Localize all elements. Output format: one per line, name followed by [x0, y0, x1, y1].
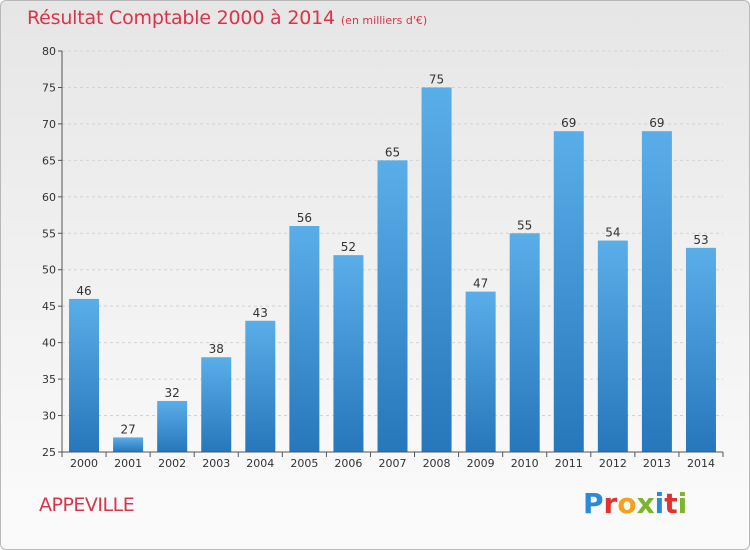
bar: [641, 131, 672, 452]
x-tick-label: 2014: [687, 457, 715, 470]
bar: [465, 291, 496, 452]
x-tick-label: 2013: [643, 457, 671, 470]
x-tick-label: 2007: [379, 457, 407, 470]
data-label: 38: [209, 342, 224, 356]
x-tick-label: 2008: [423, 457, 451, 470]
bar: [201, 357, 232, 452]
commune-name: APPEVILLE: [39, 494, 135, 516]
brand-letter: i: [677, 487, 688, 520]
bar: [509, 233, 540, 452]
chart-title: Résultat Comptable 2000 à 2014 (en millie…: [27, 7, 427, 29]
y-tick-label: 65: [42, 154, 56, 167]
data-label: 69: [561, 116, 576, 130]
axis-layer: 25 30 35 40 45 50 55 60 65 70 75 80 2000 2001 2002 2003…: [42, 45, 724, 470]
brand-letter: P: [583, 487, 604, 520]
data-label: 47: [473, 277, 488, 291]
bar: [69, 298, 100, 452]
brand-letter: i: [654, 487, 665, 520]
data-label: 52: [341, 240, 356, 254]
brand-letter: r: [603, 487, 618, 520]
x-tick-label: 2011: [555, 457, 583, 470]
bar: [113, 437, 144, 452]
chart-title-text: Résultat Comptable 2000 à 2014: [27, 7, 335, 29]
proxiti-logo: Proxiti: [583, 487, 687, 520]
x-tick-label: 2004: [246, 457, 274, 470]
bar: [377, 160, 408, 452]
y-tick-label: 25: [42, 446, 56, 459]
data-label: 56: [297, 211, 312, 225]
y-tick-label: 75: [42, 81, 56, 94]
bar: [685, 247, 716, 452]
data-label: 55: [517, 218, 532, 232]
y-tick-label: 45: [42, 300, 56, 313]
data-label: 53: [693, 233, 708, 247]
data-label: 54: [605, 226, 620, 240]
y-tick-label: 40: [42, 337, 56, 350]
y-tick-label: 60: [42, 191, 56, 204]
bar: [421, 87, 452, 453]
bar-layer: 46 27 32 38 43 56 52 65 75 47 55 69 54 69 53: [69, 72, 716, 453]
chart-subtitle: (en milliers d'€): [340, 14, 428, 27]
brand-letter: t: [664, 487, 678, 520]
bar: [597, 240, 628, 452]
data-label: 27: [120, 422, 135, 436]
bar: [245, 320, 276, 452]
y-tick-label: 80: [42, 45, 56, 58]
data-label: 46: [76, 284, 91, 298]
x-tick-label: 2012: [599, 457, 627, 470]
data-label: 43: [253, 306, 268, 320]
brand-letter: x: [636, 487, 655, 520]
data-label: 69: [649, 116, 664, 130]
y-tick-label: 50: [42, 264, 56, 277]
y-tick-label: 70: [42, 118, 56, 131]
bar: [553, 131, 584, 452]
brand-letter: o: [617, 487, 637, 520]
bar: [333, 255, 364, 452]
data-label: 32: [165, 386, 180, 400]
data-label: 65: [385, 145, 400, 159]
bar: [289, 225, 320, 452]
x-tick-label: 2010: [511, 457, 539, 470]
x-tick-label: 2001: [114, 457, 142, 470]
y-tick-label: 55: [42, 227, 56, 240]
y-tick-label: 35: [42, 373, 56, 386]
x-tick-label: 2000: [70, 457, 98, 470]
bar: [157, 400, 188, 452]
x-tick-label: 2009: [467, 457, 495, 470]
x-tick-label: 2006: [334, 457, 362, 470]
x-tick-label: 2003: [202, 457, 230, 470]
x-tick-label: 2002: [158, 457, 186, 470]
y-tick-label: 30: [42, 410, 56, 423]
x-tick-label: 2005: [290, 457, 318, 470]
data-label: 75: [429, 72, 444, 86]
